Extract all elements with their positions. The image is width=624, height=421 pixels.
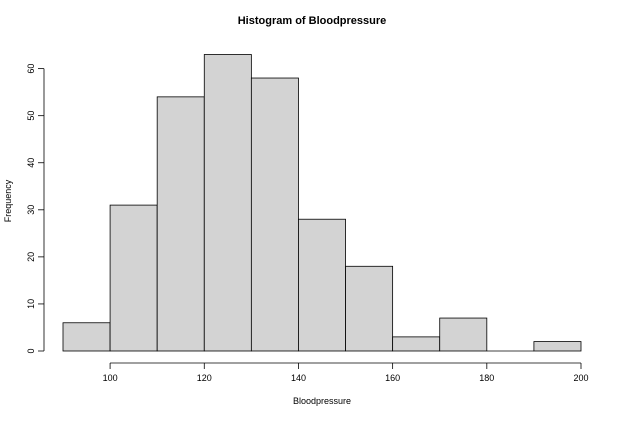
histogram-bar xyxy=(156,96,205,352)
bars-group xyxy=(62,54,582,352)
histogram-bar xyxy=(62,322,111,352)
y-tick-label: 60 xyxy=(26,64,36,74)
histogram-bar xyxy=(439,317,488,352)
y-tick-label: 0 xyxy=(26,348,36,353)
x-tick-label: 100 xyxy=(103,373,118,383)
y-tick-label: 10 xyxy=(26,299,36,309)
histogram-bar xyxy=(109,204,158,352)
chart-title: Histogram of Bloodpressure xyxy=(238,15,387,27)
x-axis: 100 120 140 160 180 200 xyxy=(103,362,589,383)
y-axis: 0 10 20 30 40 50 60 xyxy=(26,64,45,354)
y-tick-label: 40 xyxy=(26,158,36,168)
y-tick-label: 30 xyxy=(26,205,36,215)
histogram-bar xyxy=(533,341,582,352)
x-tick-label: 180 xyxy=(479,373,494,383)
x-tick-label: 200 xyxy=(573,373,588,383)
x-tick-label: 140 xyxy=(291,373,306,383)
x-tick-label: 120 xyxy=(197,373,212,383)
y-axis-label: Frequency xyxy=(3,179,13,222)
histogram-bar xyxy=(392,336,441,352)
histogram-bar xyxy=(345,265,394,352)
histogram-bar xyxy=(298,218,346,352)
histogram-bar xyxy=(203,54,252,352)
y-tick-label: 20 xyxy=(26,252,36,262)
y-tick-label: 50 xyxy=(26,111,36,121)
histogram-bar xyxy=(250,77,299,352)
x-axis-label: Bloodpressure xyxy=(293,396,351,406)
x-tick-label: 160 xyxy=(385,373,400,383)
